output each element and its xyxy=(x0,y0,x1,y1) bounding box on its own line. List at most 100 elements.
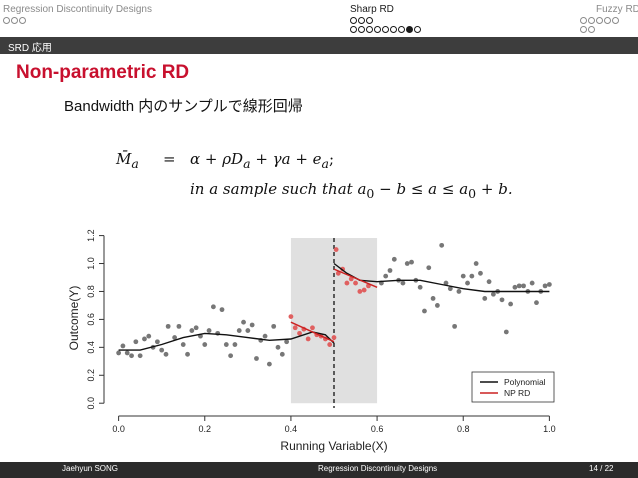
nav-dot[interactable] xyxy=(374,26,381,33)
nav-dot[interactable] xyxy=(588,26,595,33)
data-point xyxy=(383,273,389,279)
nav-dot[interactable] xyxy=(390,26,397,33)
nav-dots-section-2-frames[interactable] xyxy=(350,26,422,34)
footer-page-number: 14 / 22 xyxy=(589,464,614,473)
data-point xyxy=(508,301,514,307)
data-point xyxy=(241,319,246,325)
data-point xyxy=(154,339,160,345)
y-tick-label: 1.2 xyxy=(86,229,96,242)
data-point xyxy=(499,297,505,303)
y-tick-label: 1.0 xyxy=(86,257,96,270)
nav-dot[interactable] xyxy=(366,26,373,33)
y-tick-label: 0.0 xyxy=(86,397,96,410)
data-point xyxy=(391,256,397,262)
data-point xyxy=(129,353,134,359)
nav-dot[interactable] xyxy=(612,17,619,24)
data-point xyxy=(116,350,122,356)
nav-dot[interactable] xyxy=(580,17,587,24)
x-tick-label: 1.0 xyxy=(543,424,556,434)
data-point-in-bandwidth xyxy=(288,314,294,320)
nav-dot[interactable] xyxy=(350,26,357,33)
data-point xyxy=(465,280,470,286)
nav-dots-section-2[interactable] xyxy=(350,17,374,25)
nav-dot[interactable] xyxy=(596,17,603,24)
nav-dot[interactable] xyxy=(350,17,357,24)
data-point xyxy=(210,304,216,310)
nav-section-regression-discontinuity-designs[interactable]: Regression Discontinuity Designs xyxy=(3,4,152,15)
equation-rhs-end: ; xyxy=(329,150,335,168)
data-point-in-bandwidth xyxy=(305,336,311,342)
data-point xyxy=(185,351,190,357)
x-tick-label: 0.8 xyxy=(457,424,470,434)
data-point xyxy=(266,361,272,367)
nav-dots-section-1[interactable] xyxy=(3,17,27,25)
y-tick-label: 0.2 xyxy=(86,369,96,382)
bandwidth-region xyxy=(290,238,378,404)
data-point xyxy=(232,342,238,347)
data-point xyxy=(180,342,186,347)
slide-bullet: Bandwidth 内のサンプルで線形回帰 xyxy=(64,98,303,115)
nav-dot[interactable] xyxy=(366,17,373,24)
equation-rhs: α + ρDa + γa + ea; xyxy=(190,150,334,171)
nav-dot[interactable] xyxy=(414,26,421,33)
legend-label: NP RD xyxy=(504,388,530,398)
data-point-in-bandwidth xyxy=(297,330,302,336)
nav-dot[interactable] xyxy=(3,17,10,24)
nav-dot[interactable] xyxy=(11,17,18,24)
legend-box xyxy=(471,371,555,403)
data-point xyxy=(120,343,126,349)
data-point-in-bandwidth xyxy=(310,325,315,331)
data-point xyxy=(275,344,281,350)
equation-lhs: M̄ xyxy=(116,150,132,168)
nav-section-fuzzy-rd[interactable]: Fuzzy RD xyxy=(596,4,638,15)
data-point xyxy=(133,339,139,345)
data-point xyxy=(434,303,440,308)
data-point-in-bandwidth xyxy=(327,342,333,347)
y-tick-label: 0.8 xyxy=(86,285,96,298)
data-point xyxy=(473,261,479,266)
data-point xyxy=(172,335,178,340)
nav-section-sharp-rd[interactable]: Sharp RD xyxy=(350,4,394,15)
data-point xyxy=(279,351,285,357)
x-tick-label: 0.6 xyxy=(371,424,384,434)
nav-dot[interactable] xyxy=(382,26,389,33)
subsection-title: SRD 応用 xyxy=(8,43,52,54)
slide-title: Non-parametric RD xyxy=(16,62,190,83)
x-tick-label: 0.0 xyxy=(112,424,125,434)
data-point xyxy=(254,356,259,361)
subsection-bar: SRD 応用 xyxy=(0,37,638,54)
data-point xyxy=(469,273,475,279)
equation-rhs-part-1: α + ρD xyxy=(190,150,244,168)
data-point-in-bandwidth xyxy=(353,280,358,286)
data-point xyxy=(417,284,423,290)
np-rd-fit-left xyxy=(290,321,335,343)
data-point xyxy=(503,329,509,335)
data-point xyxy=(478,270,483,276)
nav-dot[interactable] xyxy=(398,26,405,33)
data-point xyxy=(146,333,152,339)
data-point xyxy=(236,328,242,333)
data-point xyxy=(534,300,539,306)
nav-dot[interactable] xyxy=(19,17,26,24)
nav-dot[interactable] xyxy=(358,17,365,24)
nav-dot[interactable] xyxy=(580,26,587,33)
data-point xyxy=(460,273,466,279)
data-point xyxy=(490,291,496,297)
data-point xyxy=(271,323,277,329)
nav-dot[interactable] xyxy=(604,17,611,24)
data-point xyxy=(516,283,522,289)
nav-dot[interactable] xyxy=(406,26,413,33)
footer-bar: Jaehyun SONG Regression Discontinuity De… xyxy=(0,462,638,478)
nav-dots-section-3-frames[interactable] xyxy=(580,26,596,34)
data-point xyxy=(400,280,406,286)
equation-rhs-sub-1: a xyxy=(243,156,251,171)
data-point xyxy=(163,351,169,357)
nav-dot[interactable] xyxy=(588,17,595,24)
equation-line2-part-1: in a sample such that a xyxy=(190,180,367,198)
data-point xyxy=(452,323,458,329)
legend-label: Polynomial xyxy=(504,377,546,387)
nav-dots-section-3[interactable] xyxy=(580,17,620,25)
y-tick-label: 0.6 xyxy=(86,313,96,326)
nav-dot[interactable] xyxy=(358,26,365,33)
equation-line2-part-3: + b. xyxy=(476,180,513,198)
